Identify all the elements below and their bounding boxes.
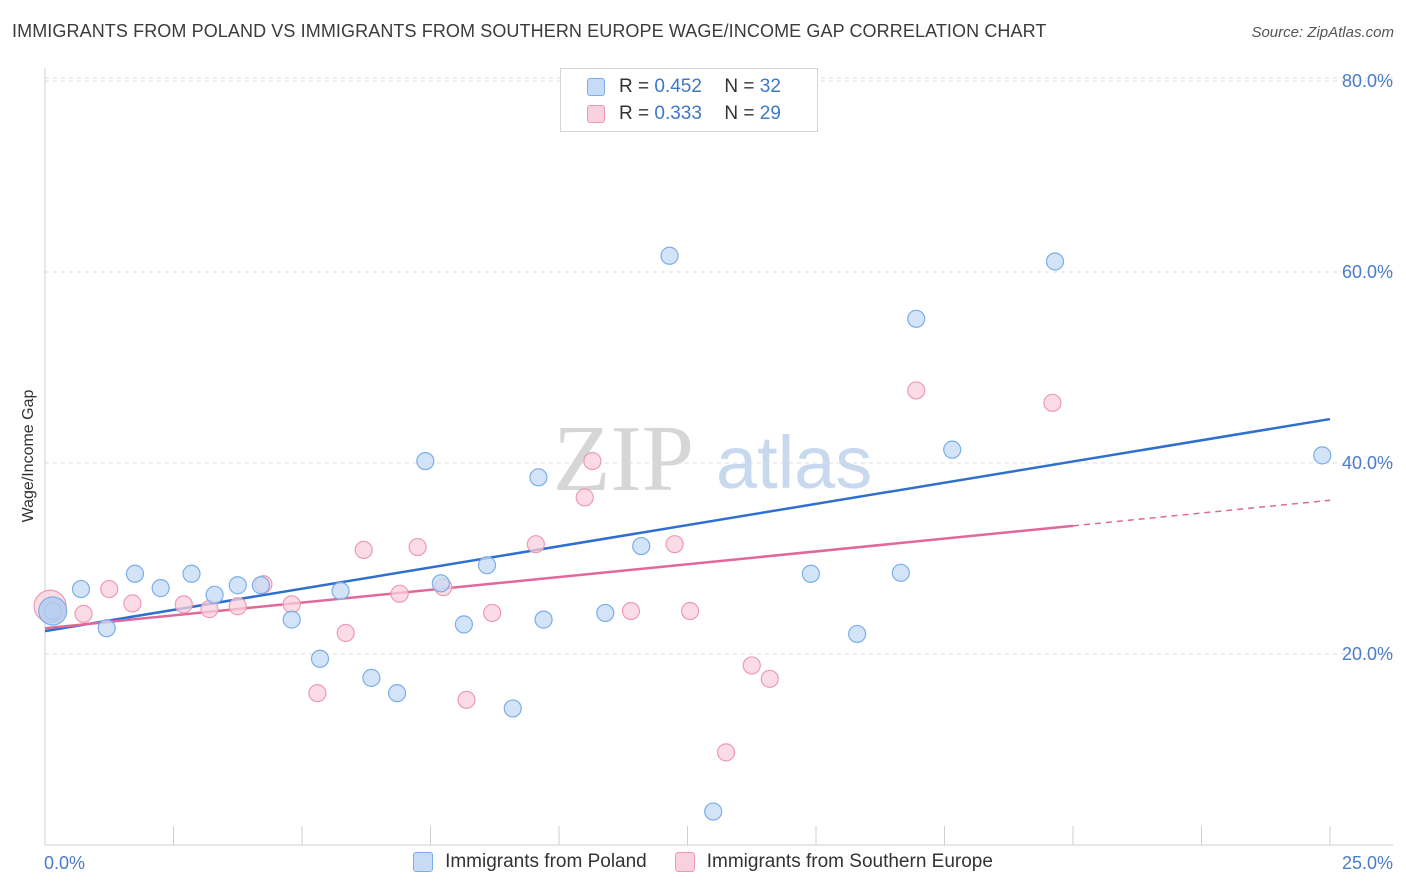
southern-europe-point [174, 595, 193, 614]
southern-europe-point [907, 381, 926, 400]
southern-europe-point [408, 537, 427, 557]
poland-point [310, 649, 330, 668]
poland-point [454, 615, 474, 634]
poland-point [125, 564, 145, 583]
r-label: R = [619, 103, 650, 124]
poland-point [282, 610, 301, 629]
poland-point [71, 579, 91, 599]
legend-row-southern-europe: R = 0.333 N = 29 [587, 101, 781, 127]
r-label: R = [619, 76, 650, 97]
y-tick-label: 20.0% [1342, 644, 1393, 664]
southern-europe-point [282, 595, 301, 614]
poland-point [1045, 252, 1065, 271]
x-tick-label-max: 25.0% [1342, 853, 1393, 873]
southern-europe-point [74, 604, 93, 623]
southern-europe-point [1043, 393, 1062, 412]
southern-europe-legend-label: Immigrants from Southern Europe [706, 851, 993, 872]
y-tick-label: 40.0% [1342, 453, 1393, 473]
southern-europe-point [665, 535, 684, 554]
gridlines [45, 77, 1393, 655]
poland-point [251, 576, 270, 595]
southern-europe-swatch [587, 105, 605, 123]
poland-point [596, 603, 615, 623]
poland-point [387, 684, 407, 703]
southern-europe-point [526, 535, 545, 554]
trend-line-0 [44, 417, 1331, 633]
southern-europe-point [123, 594, 142, 613]
poland-point [704, 802, 723, 821]
southern-europe-point [457, 690, 476, 709]
poland-point [503, 699, 522, 718]
poland-point [907, 309, 926, 328]
legend-item-poland: Immigrants from Poland [413, 851, 647, 873]
southern-europe-point [680, 601, 700, 621]
series-legend: Immigrants from Poland Immigrants from S… [0, 851, 1406, 873]
poland-n-value: 32 [759, 76, 781, 97]
southern-europe-point [760, 669, 779, 688]
poland-swatch [587, 78, 605, 96]
data-points [33, 246, 1332, 821]
poland-point [534, 610, 553, 629]
southern-europe-point [483, 603, 502, 623]
poland-legend-label: Immigrants from Poland [445, 851, 647, 872]
correlation-legend: R = 0.452 N = 32 R = 0.333 N = 29 [560, 68, 818, 132]
poland-point [529, 468, 548, 487]
southern-europe-r-value: 0.333 [654, 103, 702, 124]
poland-point [660, 246, 679, 265]
poland-point [431, 574, 450, 593]
southern-europe-n-value: 29 [759, 103, 781, 124]
poland-legend-swatch [413, 852, 434, 872]
trend-line-extension-1 [1072, 499, 1331, 527]
legend-row-poland: R = 0.452 N = 32 [587, 74, 781, 100]
poland-r-value: 0.452 [654, 76, 702, 97]
watermark-zip: ZIP [553, 407, 694, 511]
poland-point [943, 440, 962, 459]
chart-title: IMMIGRANTS FROM POLAND VS IMMIGRANTS FRO… [12, 21, 1047, 41]
poland-point [416, 451, 435, 471]
poland-point [182, 564, 201, 583]
southern-europe-legend-swatch [674, 852, 695, 872]
poland-point [97, 619, 116, 638]
axes [44, 68, 1393, 846]
southern-europe-point [583, 451, 602, 471]
y-tick-label: 80.0% [1342, 71, 1393, 91]
southern-europe-point [742, 656, 761, 675]
southern-europe-point [716, 743, 736, 762]
tick-labels: 20.0% 40.0% 60.0% 80.0% 0.0% 25.0% [44, 71, 1393, 873]
southern-europe-point [336, 623, 355, 643]
poland-point [331, 581, 350, 601]
legend-item-southern-europe: Immigrants from Southern Europe [674, 851, 993, 873]
southern-europe-point [354, 540, 373, 560]
x-tick-label-min: 0.0% [44, 853, 85, 873]
poland-point [891, 563, 910, 582]
southern-europe-point [100, 579, 119, 599]
poland-point [801, 564, 820, 583]
southern-europe-point [390, 584, 409, 603]
southern-europe-point [308, 684, 327, 703]
y-tick-label: 60.0% [1342, 262, 1393, 282]
poland-point [362, 668, 381, 687]
source-note: Source: ZipAtlas.com [1251, 24, 1394, 41]
poland-point [632, 536, 651, 556]
southern-europe-point [621, 601, 641, 621]
southern-europe-point [575, 488, 594, 507]
poland-point [848, 624, 867, 644]
poland-point [205, 585, 224, 604]
n-label: N = [724, 103, 755, 124]
poland-point [228, 576, 247, 595]
southern-europe-point [228, 597, 247, 616]
n-label: N = [724, 76, 755, 97]
poland-point [1313, 446, 1332, 465]
poland-point [151, 579, 170, 598]
poland-point-large [38, 596, 68, 626]
poland-point [477, 556, 497, 575]
y-axis-label: Wage/Income Gap [20, 390, 37, 523]
